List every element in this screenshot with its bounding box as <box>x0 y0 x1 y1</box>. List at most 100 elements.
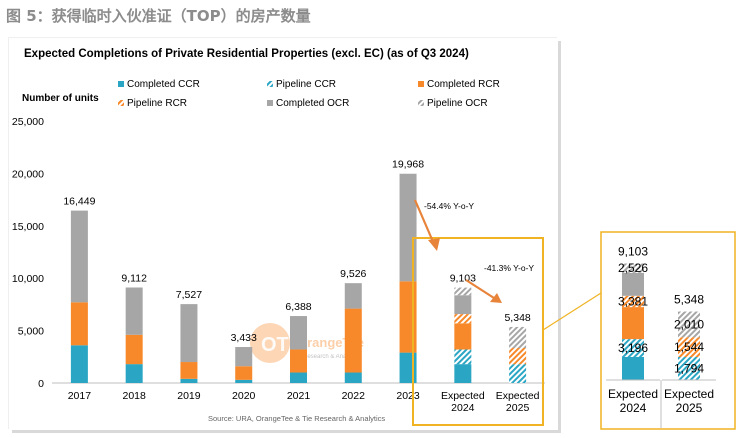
y-tick-label: 5,000 <box>18 326 44 338</box>
x-tick-label: 2020 <box>232 390 256 402</box>
bar-completed-ocr <box>399 173 417 282</box>
orangetee-logo-icon <box>250 323 290 363</box>
legend-label-pipeline-ccr: Pipeline CCR <box>276 79 336 90</box>
y-tick-label: 0 <box>38 378 44 390</box>
bar-completed-rcr <box>125 334 143 365</box>
bar-completed-ccr <box>344 372 362 383</box>
inset-bar-pipeline-ocr <box>622 263 644 273</box>
bar-pipeline-ocr <box>454 287 472 296</box>
x-tick-label: 2017 <box>68 390 92 402</box>
inset-segment-label: 3,196 <box>618 341 648 355</box>
bar-total-label: 7,527 <box>176 289 202 301</box>
bar-completed-rcr <box>454 323 472 350</box>
inset-total-label: 5,348 <box>674 293 704 307</box>
legend-label-completed-ccr: Completed CCR <box>127 79 200 90</box>
legend: Completed CCR Pipeline CCR Completed RCR Pi… <box>118 79 500 109</box>
x-tick-label: Expected <box>496 390 540 402</box>
bar-total-label: 9,526 <box>340 268 366 280</box>
bar-total-label: 5,348 <box>504 312 530 324</box>
x-tick-label: 2024 <box>451 402 475 414</box>
legend-swatch-completed-ccr <box>118 81 124 87</box>
inset-bar-pipeline-ccr <box>622 339 644 357</box>
bar-total-label: 3,433 <box>231 332 257 344</box>
bar-completed-ocr <box>290 316 307 350</box>
legend-label-completed-rcr: Completed RCR <box>427 79 500 90</box>
bar-completed-ocr <box>125 287 143 335</box>
y-axis-label: Number of units <box>22 93 99 104</box>
y-tick-label: 20,000 <box>12 168 44 180</box>
bar-completed-ocr <box>70 210 88 303</box>
highlight-box <box>412 237 544 426</box>
inset-bar-completed-ocr <box>622 272 644 296</box>
arrow-2024 <box>413 199 436 245</box>
inset-bar-pipeline-rcr <box>622 295 644 308</box>
bar-total-label: 19,968 <box>392 159 424 171</box>
inset-total-label: 9,103 <box>618 244 648 258</box>
zoom-connector <box>542 292 602 331</box>
source-note: Source: URA, OrangeTee & Tie Research & … <box>208 414 385 423</box>
inset-bar-pipeline-ccr <box>678 357 700 380</box>
bar-total-label: 16,449 <box>63 196 95 208</box>
legend-swatch-completed-rcr <box>418 81 424 87</box>
x-tick-label: 2021 <box>287 390 311 402</box>
x-tick-label: 2025 <box>506 402 530 414</box>
inset-segment-label: 2,526 <box>618 261 648 275</box>
inset-zoom: 9,1032,5263,3813,196Expected20245,3482,0… <box>542 231 736 430</box>
inset-x-label: Expected <box>608 387 658 401</box>
bar-pipeline-ccr <box>454 349 472 365</box>
arrow-head-icon <box>490 293 502 303</box>
bar-completed-rcr <box>70 302 88 346</box>
bar-completed-rcr <box>180 362 198 379</box>
inset-x-label: 2025 <box>676 401 703 415</box>
bar-pipeline-rcr <box>454 314 472 324</box>
chart-title: Expected Completions of Private Resident… <box>24 48 469 60</box>
legend-swatch-pipeline-ccr <box>267 81 273 87</box>
legend-label-pipeline-rcr: Pipeline RCR <box>127 98 187 109</box>
yoy-2024-label: -54.4% Y-o-Y <box>424 201 474 211</box>
x-tick-label: 2018 <box>122 390 146 402</box>
bar-total-label: 9,112 <box>121 273 147 285</box>
x-tick-label: 2023 <box>396 390 420 402</box>
inset-segment-label: 3,381 <box>618 294 648 308</box>
arrow-2025 <box>465 279 495 299</box>
legend-swatch-pipeline-ocr <box>418 100 424 106</box>
inset-bar-pipeline-ocr <box>678 311 700 338</box>
bar-completed-ccr <box>235 379 253 383</box>
arrow-head-icon <box>428 238 440 251</box>
x-tick-label: 2019 <box>177 390 201 402</box>
x-tick-label: 2022 <box>342 390 366 402</box>
inset-bar-completed-rcr <box>622 307 644 340</box>
watermark-sub: Research & Analytics <box>303 354 360 360</box>
x-tick-label: Expected <box>441 390 485 402</box>
bar-completed-ccr <box>399 352 417 383</box>
bar-completed-ccr <box>454 364 472 383</box>
y-tick-label: 15,000 <box>12 221 44 233</box>
bar-completed-ccr <box>70 345 88 383</box>
bar-completed-ocr <box>454 295 472 315</box>
inset-segment-label: 2,010 <box>674 317 704 331</box>
bar-total-label: 6,388 <box>285 301 311 313</box>
inset-x-label: Expected <box>664 387 714 401</box>
y-tick-label: 25,000 <box>12 116 44 128</box>
bars: 16,449 2017 9,112 2018 7,527 2019 3,433 2020 6,3… <box>63 159 539 414</box>
bar-pipeline-ocr <box>509 326 527 349</box>
bar-completed-rcr <box>344 308 362 373</box>
figure-heading: 图 5：获得临时入伙准证（TOP）的房产数量 <box>6 7 311 25</box>
bar-completed-ocr <box>344 283 362 309</box>
inset-segment-label: 1,544 <box>674 340 704 354</box>
legend-swatch-pipeline-rcr <box>118 100 124 106</box>
annotations: -54.4% Y-o-Y -41.3% Y-o-Y <box>412 199 544 426</box>
legend-swatch-completed-ocr <box>267 100 273 106</box>
legend-label-completed-ocr: Completed OCR <box>276 98 349 109</box>
y-tick-label: 10,000 <box>12 273 44 285</box>
yoy-2025-label: -41.3% Y-o-Y <box>484 263 534 273</box>
bar-completed-ccr <box>290 372 307 383</box>
bar-completed-ccr <box>125 364 143 383</box>
legend-label-pipeline-ocr: Pipeline OCR <box>427 98 488 109</box>
bar-pipeline-rcr <box>509 348 527 365</box>
inset-segment-label: 1,794 <box>674 362 704 376</box>
bar-completed-ocr <box>180 304 198 363</box>
bar-completed-rcr <box>399 281 417 353</box>
bar-completed-rcr <box>235 366 253 380</box>
